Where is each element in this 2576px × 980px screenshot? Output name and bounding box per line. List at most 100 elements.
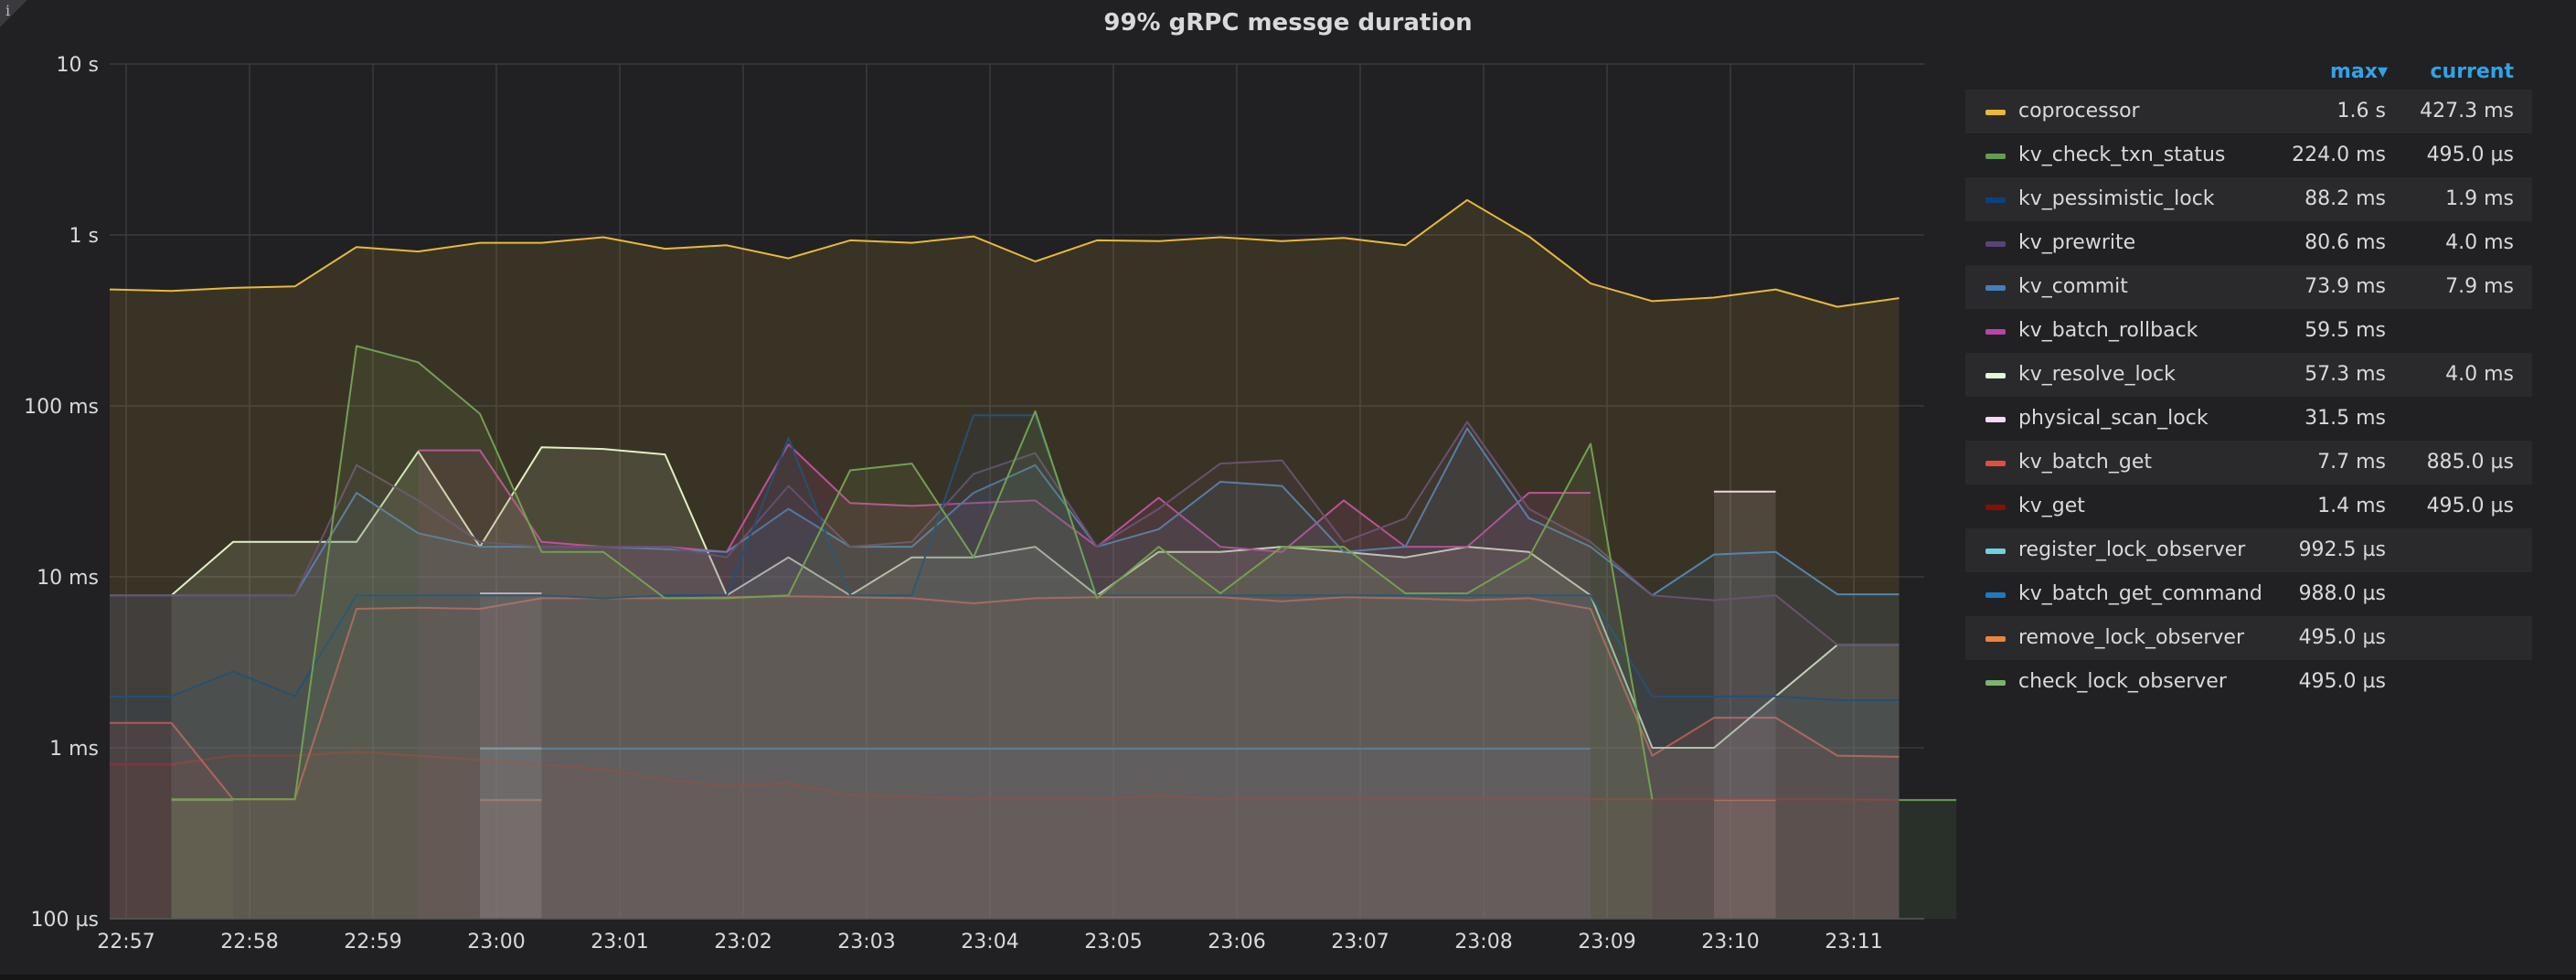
legend-row-kv_batch_rollback[interactable]: kv_batch_rollback 59.5 ms: [1965, 309, 2532, 353]
x-tick-label: 23:11: [1825, 931, 1882, 953]
legend-header-max[interactable]: max▾: [2330, 60, 2388, 83]
panel-title[interactable]: 99% gRPC messge duration: [1103, 9, 1473, 37]
series-line-kv_prewrite: [110, 421, 1900, 646]
legend-series-name[interactable]: kv_check_txn_status: [2018, 144, 2226, 166]
series-area-remove_lock_observer: [1714, 800, 1776, 919]
legend-swatch: [1985, 329, 2006, 335]
y-tick-label: 10 ms: [37, 567, 99, 590]
legend-series-name[interactable]: physical_scan_lock: [2018, 407, 2209, 430]
legend-series-name[interactable]: remove_lock_observer: [2018, 626, 2245, 649]
legend-swatch: [1985, 241, 2006, 247]
legend-series-name[interactable]: coprocessor: [2018, 100, 2140, 122]
series-line-kv_pessimistic_lock: [110, 414, 1900, 701]
legend-row-physical_scan_lock[interactable]: physical_scan_lock 31.5 ms: [1965, 397, 2532, 441]
legend-current-value: 495.0 µs: [2426, 495, 2514, 517]
legend-swatch: [1985, 549, 2006, 554]
x-tick-label: 23:07: [1331, 931, 1389, 953]
legend-row-kv_get[interactable]: kv_get 1.4 ms 495.0 µs: [1965, 485, 2532, 528]
series-line-kv_get: [110, 751, 1900, 802]
x-tick-label: 23:03: [837, 931, 895, 953]
y-tick-label: 100 ms: [24, 396, 99, 419]
legend-row-kv_pessimistic_lock[interactable]: kv_pessimistic_lock 88.2 ms 1.9 ms: [1965, 177, 2532, 221]
legend-series-name[interactable]: check_lock_observer: [2018, 670, 2227, 693]
legend-max-value: 495.0 µs: [2298, 670, 2386, 693]
legend-header-current[interactable]: current: [2430, 60, 2514, 83]
legend-current-value: 4.0 ms: [2445, 363, 2514, 386]
legend-swatch: [1985, 417, 2006, 422]
legend-max-value: 57.3 ms: [2305, 363, 2386, 386]
legend-current-value: 495.0 µs: [2426, 144, 2514, 166]
x-tick-label: 23:01: [591, 931, 648, 953]
x-tick-label: 23:08: [1454, 931, 1512, 953]
series-area-physical_scan_lock: [480, 593, 542, 919]
legend-header: max▾ current: [1965, 53, 2532, 90]
legend-series-name[interactable]: kv_commit: [2018, 275, 2128, 298]
legend-max-value: 73.9 ms: [2305, 275, 2386, 298]
series-line-coprocessor: [109, 198, 1900, 308]
series-area-kv_batch_rollback: [418, 444, 1591, 919]
series-area-kv_resolve_lock: [171, 447, 1900, 919]
legend-series-name[interactable]: kv_resolve_lock: [2018, 363, 2176, 386]
series-line-kv_check_txn_status: [171, 345, 1654, 801]
legend-current-value: 7.9 ms: [2445, 275, 2514, 298]
legend-current-value: 1.9 ms: [2445, 187, 2514, 210]
series-area-kv_get: [110, 751, 1900, 919]
legend-row-register_lock_observer[interactable]: register_lock_observer 992.5 µs: [1965, 528, 2532, 572]
series-area-kv_batch_get: [110, 596, 1900, 919]
y-tick-label: 100 µs: [31, 909, 99, 932]
legend-row-kv_check_txn_status[interactable]: kv_check_txn_status 224.0 ms 495.0 µs: [1965, 133, 2532, 177]
legend-swatch: [1985, 285, 2006, 291]
legend-row-kv_resolve_lock[interactable]: kv_resolve_lock 57.3 ms 4.0 ms: [1965, 353, 2532, 397]
x-tick-label: 23:06: [1208, 931, 1265, 953]
x-tick-label: 23:04: [961, 931, 1018, 953]
panel-info-corner[interactable]: i: [0, 0, 27, 27]
legend-max-value: 1.4 ms: [2317, 495, 2386, 517]
legend-series-name[interactable]: kv_batch_rollback: [2018, 319, 2198, 342]
series-area-kv_check_txn_status: [171, 346, 1653, 919]
series-area-coprocessor: [110, 199, 1900, 920]
legend-series-name[interactable]: kv_pessimistic_lock: [2018, 187, 2215, 210]
series-area-check_lock_observer: [171, 800, 233, 919]
legend-max-value: 988.0 µs: [2298, 582, 2386, 605]
legend-series-name[interactable]: kv_batch_get: [2018, 451, 2152, 474]
x-tick-label: 22:58: [220, 931, 278, 953]
x-tick-label: 22:57: [97, 931, 154, 953]
legend-series-name[interactable]: kv_get: [2018, 495, 2085, 517]
y-tick-label: 1 ms: [49, 738, 99, 761]
legend-swatch: [1985, 197, 2006, 203]
legend-row-kv_prewrite[interactable]: kv_prewrite 80.6 ms 4.0 ms: [1965, 221, 2532, 265]
series-line-kv_batch_get: [110, 595, 1900, 801]
legend-series-name[interactable]: register_lock_observer: [2018, 538, 2246, 561]
legend-swatch: [1985, 154, 2006, 159]
legend-swatch: [1985, 110, 2006, 115]
legend-swatch: [1985, 680, 2006, 686]
series-area-kv_batch_get_command: [480, 749, 1591, 919]
legend-row-kv_batch_get[interactable]: kv_batch_get 7.7 ms 885.0 µs: [1965, 441, 2532, 485]
legend-max-value: 7.7 ms: [2317, 451, 2386, 474]
legend-table: max▾ current coprocessor 1.6 s 427.3 ms kv_…: [1965, 53, 2532, 704]
legend-row-remove_lock_observer[interactable]: remove_lock_observer 495.0 µs: [1965, 616, 2532, 660]
x-tick-label: 23:09: [1578, 931, 1635, 953]
legend-row-check_lock_observer[interactable]: check_lock_observer 495.0 µs: [1965, 660, 2532, 704]
series-line-kv_commit: [110, 427, 1900, 597]
legend-series-name[interactable]: kv_batch_get_command: [2018, 582, 2262, 605]
x-tick-label: 23:10: [1701, 931, 1759, 953]
panel-bottom-edge: [0, 975, 2576, 980]
legend-current-value: 4.0 ms: [2445, 231, 2514, 254]
legend-row-kv_commit[interactable]: kv_commit 73.9 ms 7.9 ms: [1965, 265, 2532, 309]
legend-max-value: 1.6 s: [2336, 100, 2386, 122]
legend-row-coprocessor[interactable]: coprocessor 1.6 s 427.3 ms: [1965, 90, 2532, 133]
legend-row-kv_batch_get_command[interactable]: kv_batch_get_command 988.0 µs: [1965, 572, 2532, 616]
info-icon[interactable]: i: [5, 2, 11, 19]
series-area-remove_lock_observer: [480, 800, 542, 919]
x-tick-label: 22:59: [344, 931, 401, 953]
legend-header-max-label: max: [2329, 60, 2378, 83]
x-tick-label: 23:02: [714, 931, 772, 953]
legend-swatch: [1985, 592, 2006, 598]
legend-max-value: 224.0 ms: [2292, 144, 2386, 166]
series-area-kv_prewrite: [110, 421, 1900, 919]
y-tick-label: 10 s: [57, 54, 99, 77]
legend-series-name[interactable]: kv_prewrite: [2018, 231, 2136, 254]
